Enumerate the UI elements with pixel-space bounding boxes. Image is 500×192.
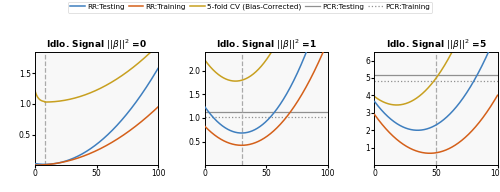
Title: Idlo. Signal $||\beta||^2$ =1: Idlo. Signal $||\beta||^2$ =1 <box>216 37 316 52</box>
Legend: RR:Testing, RR:Training, 5-fold CV (Bias-Corrected), PCR:Testing, PCR:Training: RR:Testing, RR:Training, 5-fold CV (Bias… <box>68 2 432 13</box>
Title: Idlo. Signal $||\beta||^2$ =0: Idlo. Signal $||\beta||^2$ =0 <box>46 37 147 52</box>
Title: Idlo. Signal $||\beta||^2$ =5: Idlo. Signal $||\beta||^2$ =5 <box>386 37 486 52</box>
